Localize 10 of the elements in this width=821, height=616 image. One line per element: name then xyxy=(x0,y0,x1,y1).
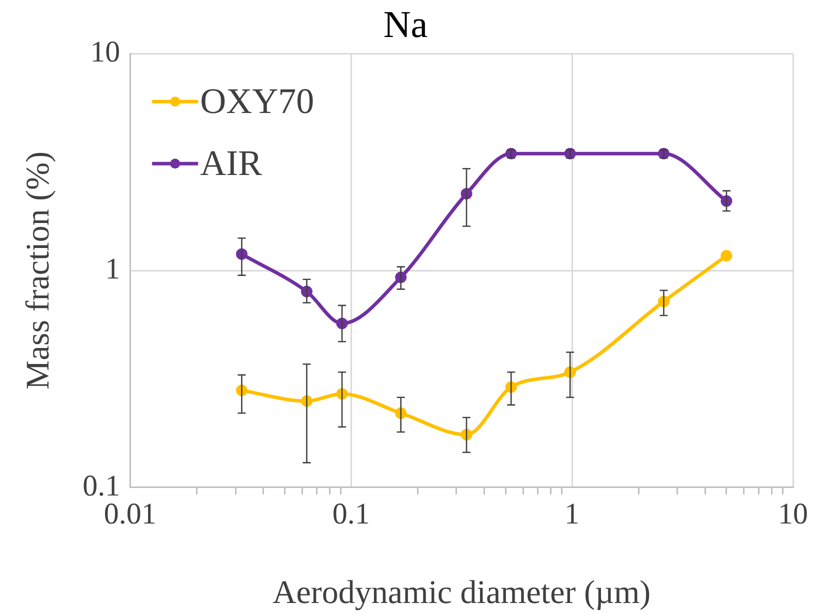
x-axis-title: Aerodynamic diameter (µm) xyxy=(272,574,651,611)
x-tick-label: 10 xyxy=(778,497,808,530)
y-tick-label: 10 xyxy=(90,35,120,68)
legend-label: OXY70 xyxy=(200,81,314,122)
y-axis-title: Mass fraction (%) xyxy=(20,151,56,390)
chart-title: Na xyxy=(383,4,428,46)
y-tick-label: 1 xyxy=(105,252,120,286)
x-tick-label: 1 xyxy=(564,497,580,530)
x-tick-label: 0.1 xyxy=(332,497,370,530)
legend-label: AIR xyxy=(200,143,262,184)
